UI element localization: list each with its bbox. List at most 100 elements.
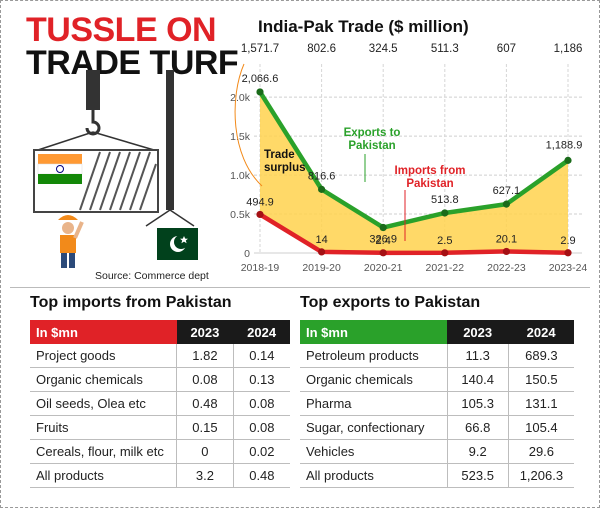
exports-header-row: In $mn 2023 2024 [300, 320, 574, 344]
imports-header-row: In $mn 2023 2024 [30, 320, 290, 344]
table-row: Project goods 1.82 0.14 [30, 344, 290, 368]
x-tick-label: 2020-21 [364, 262, 403, 274]
exports-value-label: 326.9 [369, 234, 397, 246]
value-2024: 105.4 [508, 415, 574, 440]
trade-surplus-label-line2: surplus [264, 162, 306, 174]
table-row: Petroleum products 11.3 689.3 [300, 344, 574, 368]
imports-value-label: 494.9 [246, 196, 274, 208]
value-2024: 0.08 [233, 415, 290, 440]
exports-header-label: In $mn [300, 320, 448, 344]
table-row: Sugar, confectionary 66.8 105.4 [300, 415, 574, 440]
headline-line-1: TUSSLE ON [26, 11, 217, 49]
exports-value-label: 1,188.9 [546, 139, 583, 151]
exports-series-label-line2: Pakistan [348, 140, 395, 152]
imports-value-label: 14 [315, 234, 327, 246]
data-labels: 2,066.6 816.6 326.9 513.8 627.1 1,188.9 494.9 1… [242, 73, 583, 247]
value-2024: 131.1 [508, 391, 574, 416]
row-label: All products [300, 463, 448, 488]
exports-header-2023: 2023 [447, 320, 509, 344]
table-row: All products 3.2 0.48 [30, 463, 290, 488]
surplus-value-label: 511.3 [431, 43, 459, 55]
exports-value-label: 816.6 [308, 170, 336, 182]
row-label: Pharma [300, 391, 448, 416]
exports-point [441, 209, 449, 217]
exports-value-label: 627.1 [493, 185, 521, 197]
exports-value-label: 2,066.6 [242, 73, 279, 85]
table-row: Vehicles 9.2 29.6 [300, 439, 574, 464]
imports-table-title: Top imports from Pakistan [30, 294, 232, 311]
value-2024: 0.08 [233, 391, 290, 416]
row-label: Organic chemicals [300, 367, 448, 392]
row-label: All products [30, 463, 178, 488]
surplus-value-label: 1,571.7 [241, 43, 279, 55]
exports-point [379, 223, 387, 232]
y-tick-label: 0 [244, 248, 250, 260]
value-2024: 689.3 [508, 344, 574, 368]
exports-line [258, 90, 570, 230]
chart-title: India-Pak Trade ($ million) [258, 17, 469, 36]
headline-line-2: TRADE TURF [26, 44, 239, 82]
table-row: Fruits 0.15 0.08 [30, 415, 290, 440]
illustration [33, 70, 198, 268]
value-2023: 140.4 [447, 367, 509, 392]
table-row: Pharma 105.3 131.1 [300, 391, 574, 416]
value-2024: 0.48 [233, 463, 290, 488]
value-2024: 0.14 [233, 344, 290, 368]
value-2024: 150.5 [508, 367, 574, 392]
exports-series-label-line1: Exports to [344, 127, 401, 139]
value-2024: 0.02 [233, 439, 290, 464]
row-label: Cereals, flour, milk etc [30, 439, 178, 464]
imports-series-label-line2: Pakistan [406, 178, 453, 190]
y-tick-label: 0.5k [230, 209, 251, 221]
value-2024: 29.6 [508, 439, 574, 464]
value-2024: 0.13 [233, 367, 290, 392]
imports-line [258, 212, 569, 256]
surplus-value-label: 1,186 [554, 43, 583, 55]
imports-point [441, 249, 449, 257]
exports-value-label: 513.8 [431, 194, 459, 206]
imports-point [318, 248, 326, 256]
worker-figure [58, 215, 84, 268]
x-tick-label: 2022-23 [487, 262, 526, 274]
value-2023: 0.48 [176, 391, 234, 416]
imports-header-2024: 2024 [233, 320, 290, 344]
imports-table: In $mn 2023 2024 Project goods 1.82 0.14 Or… [30, 320, 290, 488]
exports-point [564, 156, 572, 164]
surplus-area [260, 91, 568, 253]
table-row: Organic chemicals 140.4 150.5 [300, 367, 574, 392]
value-2023: 105.3 [447, 391, 509, 416]
pakistan-flag-icon [144, 228, 198, 260]
surplus-value-label: 607 [497, 43, 516, 55]
row-label: Project goods [30, 344, 178, 368]
value-2023: 66.8 [447, 415, 509, 440]
exports-table: In $mn 2023 2024 Petroleum products 11.3 6… [300, 320, 574, 488]
x-tick-label: 2023-24 [549, 262, 588, 274]
imports-header-label: In $mn [30, 320, 177, 344]
row-label: Fruits [30, 415, 178, 440]
row-label: Vehicles [300, 439, 448, 464]
exports-point [256, 88, 264, 96]
row-label: Sugar, confectionary [300, 415, 448, 440]
india-flag-icon [37, 154, 83, 184]
x-tick-label: 2018-19 [241, 262, 280, 274]
table-row: Cereals, flour, milk etc 0 0.02 [30, 439, 290, 464]
imports-series-label: Imports from Pakistan [395, 165, 466, 190]
value-2023: 523.5 [447, 463, 509, 488]
y-tick-label: 1.0k [230, 170, 251, 182]
trade-surplus-area [260, 91, 568, 253]
exports-table-title: Top exports to Pakistan [300, 294, 481, 311]
table-row: Oil seeds, Olea etc 0.48 0.08 [30, 391, 290, 416]
imports-value-label: 2.9 [560, 235, 575, 247]
imports-value-label: 2.5 [437, 235, 452, 247]
row-label: Oil seeds, Olea etc [30, 391, 178, 416]
crane-hook-left [37, 70, 155, 151]
table-row: All products 523.5 1,206.3 [300, 463, 574, 488]
series-lines [256, 88, 572, 257]
surplus-value-label: 802.6 [307, 43, 336, 55]
value-2023: 0 [176, 439, 234, 464]
imports-point [502, 247, 510, 256]
trade-surplus-label-line1: Trade [264, 149, 295, 161]
imports-point [564, 249, 572, 257]
value-2023: 0.08 [176, 367, 234, 392]
